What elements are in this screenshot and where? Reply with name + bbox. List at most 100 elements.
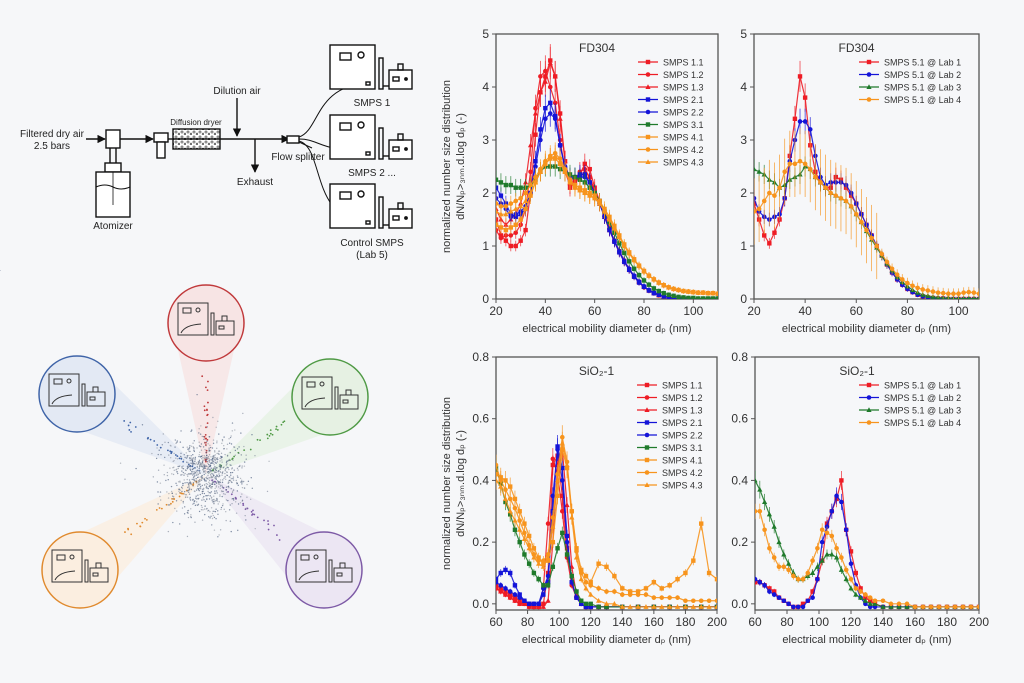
data-point xyxy=(800,576,806,582)
data-point xyxy=(756,169,762,174)
data-point xyxy=(502,496,509,501)
data-point xyxy=(547,155,553,161)
legend-marker xyxy=(645,122,651,127)
data-point xyxy=(691,558,696,563)
x-tick-label: 120 xyxy=(841,615,861,629)
data-point xyxy=(564,546,570,551)
data-point xyxy=(862,597,868,603)
particle xyxy=(129,421,132,424)
data-point xyxy=(705,296,711,299)
data-point xyxy=(814,564,820,569)
particle xyxy=(144,517,146,520)
chart-title: SiO₂-1 xyxy=(839,364,875,378)
data-point xyxy=(557,158,563,164)
particle xyxy=(205,437,208,440)
x-tick-label: 40 xyxy=(539,304,553,318)
chart-title: SiO₂-1 xyxy=(579,364,615,378)
series-line xyxy=(755,494,979,608)
data-point xyxy=(583,601,589,607)
data-point xyxy=(767,545,772,551)
data-point xyxy=(627,589,633,594)
data-point xyxy=(940,290,946,296)
data-point xyxy=(498,583,504,588)
data-point xyxy=(508,225,513,230)
x-tick-label: 100 xyxy=(949,304,969,318)
y-tick-label: 3 xyxy=(740,133,747,147)
x-axis-label: electrical mobility diameter dₚ (nm) xyxy=(522,323,691,335)
data-point xyxy=(583,579,589,585)
data-point xyxy=(526,604,532,609)
data-point xyxy=(545,554,551,560)
data-point xyxy=(776,595,782,600)
data-point xyxy=(682,604,689,609)
chart-title: FD304 xyxy=(579,41,615,55)
data-point xyxy=(518,196,523,201)
data-point xyxy=(853,570,858,576)
particle xyxy=(130,533,133,536)
data-point xyxy=(834,545,839,551)
data-point xyxy=(513,206,519,211)
particle xyxy=(280,423,283,426)
data-point xyxy=(547,84,553,90)
data-point xyxy=(604,564,609,570)
data-point xyxy=(651,604,657,609)
particle xyxy=(267,523,270,526)
data-point xyxy=(810,595,815,600)
x-tick-label: 160 xyxy=(905,615,925,629)
data-point xyxy=(666,284,672,290)
data-point xyxy=(706,604,712,609)
data-point xyxy=(612,238,617,243)
data-point xyxy=(757,579,763,585)
data-point xyxy=(531,601,537,607)
data-point xyxy=(781,564,787,570)
data-point xyxy=(802,95,808,100)
data-point xyxy=(828,190,834,196)
data-point xyxy=(626,250,632,256)
data-point xyxy=(810,558,815,563)
legend-item: SMPS 1.1 xyxy=(638,58,704,68)
data-point xyxy=(641,283,647,289)
legend-item: SMPS 4.3 xyxy=(638,158,704,168)
blue-lab-node xyxy=(38,355,116,433)
particle xyxy=(139,525,142,528)
series-smps-4-3 xyxy=(496,431,717,610)
data-point xyxy=(522,598,527,604)
data-point xyxy=(619,592,625,597)
legend-marker xyxy=(644,445,650,450)
data-point xyxy=(754,209,757,214)
data-point xyxy=(800,601,806,607)
data-point xyxy=(786,567,791,573)
x-tick-label: 160 xyxy=(644,615,664,629)
data-point xyxy=(498,180,504,185)
data-point xyxy=(498,235,504,241)
particle xyxy=(250,510,253,513)
data-point xyxy=(496,222,499,227)
particle xyxy=(201,375,204,378)
y-tick-label: 0 xyxy=(740,292,747,306)
data-point xyxy=(542,78,548,84)
data-point xyxy=(700,289,706,295)
data-point xyxy=(522,530,527,536)
legend-label: SMPS 1.3 xyxy=(662,406,703,416)
data-point xyxy=(786,560,792,566)
legend-marker xyxy=(644,482,650,487)
data-point xyxy=(810,570,816,575)
data-point xyxy=(635,589,641,594)
legend-item: SMPS 5.1 @ Lab 1 xyxy=(859,58,961,68)
data-point xyxy=(616,234,622,239)
legend-marker xyxy=(645,97,651,102)
data-point xyxy=(671,286,677,291)
particle xyxy=(203,409,206,412)
data-point xyxy=(583,585,589,591)
data-point xyxy=(597,200,603,206)
data-point xyxy=(833,193,839,198)
data-point xyxy=(766,511,772,517)
data-point xyxy=(587,192,593,198)
data-point xyxy=(545,597,551,603)
control-smps xyxy=(329,183,413,229)
data-point xyxy=(508,233,514,238)
particle xyxy=(205,426,207,429)
data-point xyxy=(517,595,522,600)
data-point xyxy=(802,119,808,124)
data-point xyxy=(526,545,532,551)
